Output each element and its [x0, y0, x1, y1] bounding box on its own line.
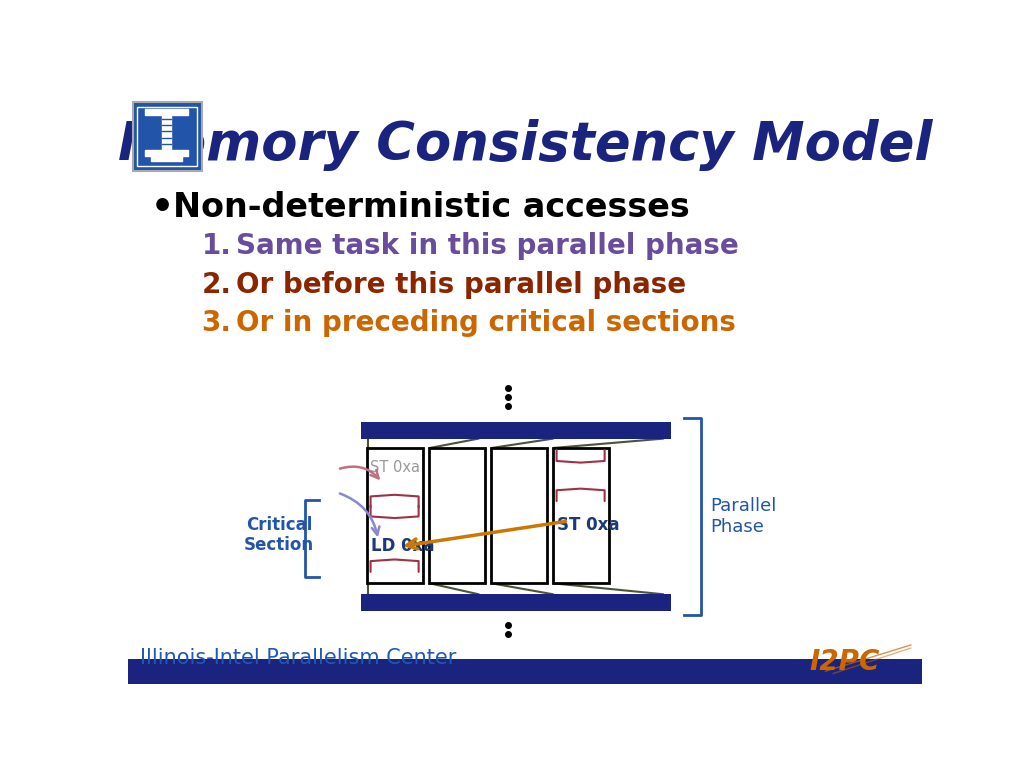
Bar — [128, 659, 922, 684]
Bar — [367, 448, 423, 584]
Text: •: • — [152, 190, 174, 225]
Text: Parallel
Phase: Parallel Phase — [710, 497, 776, 536]
Text: ST 0xa: ST 0xa — [557, 516, 620, 534]
Text: Critical
Section: Critical Section — [244, 515, 314, 554]
FancyArrowPatch shape — [340, 467, 379, 478]
Text: ST 0xa: ST 0xa — [370, 460, 420, 475]
Text: Non-deterministic accesses: Non-deterministic accesses — [173, 191, 690, 224]
Text: I2PC: I2PC — [809, 648, 880, 676]
Text: Or in preceding critical sections: Or in preceding critical sections — [237, 310, 736, 337]
Bar — [360, 422, 671, 439]
Bar — [360, 594, 671, 611]
Bar — [490, 448, 547, 584]
Bar — [429, 448, 484, 584]
Text: Same task in this parallel phase: Same task in this parallel phase — [237, 232, 739, 260]
Text: LD 0xa: LD 0xa — [372, 538, 435, 555]
FancyBboxPatch shape — [133, 102, 202, 170]
Text: Memory Consistency Model: Memory Consistency Model — [118, 118, 932, 170]
Text: 3.: 3. — [202, 310, 231, 337]
Text: Or before this parallel phase: Or before this parallel phase — [237, 270, 687, 299]
Text: 1.: 1. — [202, 232, 231, 260]
Bar — [553, 448, 608, 584]
Text: Illinois-Intel Parallelism Center: Illinois-Intel Parallelism Center — [139, 648, 456, 668]
FancyArrowPatch shape — [340, 494, 380, 535]
Text: 2.: 2. — [202, 270, 231, 299]
